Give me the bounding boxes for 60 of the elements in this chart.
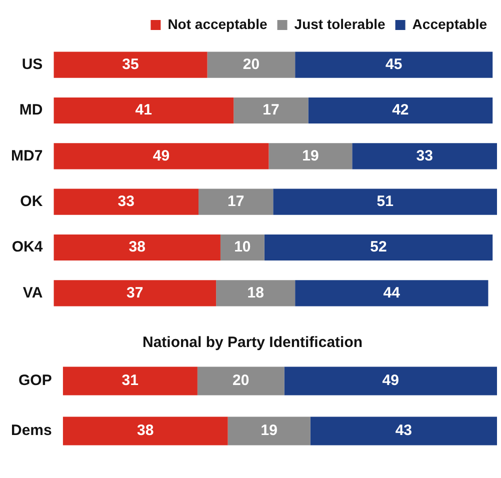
data-label: 17 [227,192,244,210]
data-label: 19 [260,422,278,440]
y-tick-label: MD7 [11,147,43,164]
data-label: 31 [122,372,138,390]
legend-label: Acceptable [412,16,488,32]
bar [54,188,199,215]
data-label: 42 [392,102,409,119]
bar [268,143,352,170]
data-label: 10 [234,238,251,256]
y-tick-label: GOP [18,372,52,390]
y-tick-label: MD [19,102,43,119]
bar [228,416,310,446]
y-tick-label: US [22,56,43,73]
chart-title: National by Party Identification [142,334,363,352]
data-label: 18 [247,284,264,302]
data-label: 49 [152,147,170,164]
data-label: 51 [376,192,394,210]
y-tick-label: OK [20,192,43,210]
data-label: 37 [126,284,144,302]
data-label: 20 [232,372,250,390]
bar [284,366,497,396]
bar [54,97,234,124]
bar [295,52,493,78]
bar [54,52,208,78]
bar [216,280,296,306]
bar [197,366,284,396]
data-label: 33 [416,147,433,164]
bar [234,97,308,124]
data-label: 38 [137,422,154,440]
bar [352,143,497,170]
data-label: 38 [128,238,146,256]
data-label: 44 [383,284,401,302]
data-label: 20 [242,56,260,73]
bar [207,52,296,78]
data-label: 33 [118,192,134,210]
y-tick-label: VA [22,284,43,302]
bar [295,280,488,306]
bar [62,366,198,396]
legend-label: Just tolerable [294,16,386,32]
data-label: 45 [386,56,402,73]
bar [308,97,493,124]
bar [264,234,493,261]
legend-label: Not acceptable [168,16,268,32]
bar [62,416,228,446]
y-tick-label: OK4 [12,238,44,256]
bar [273,188,497,215]
data-label: 52 [370,238,387,256]
bar [220,234,264,261]
bar [310,416,497,446]
bar [54,143,269,170]
bar [198,188,274,215]
y-tick-label: Dems [10,422,52,440]
data-label: 49 [382,372,399,390]
data-label: 41 [135,102,152,119]
bar [54,280,216,306]
data-label: 43 [395,422,412,440]
data-label: 35 [122,56,139,73]
bar [54,234,220,261]
data-label: 17 [262,102,280,119]
data-label: 19 [302,147,319,164]
